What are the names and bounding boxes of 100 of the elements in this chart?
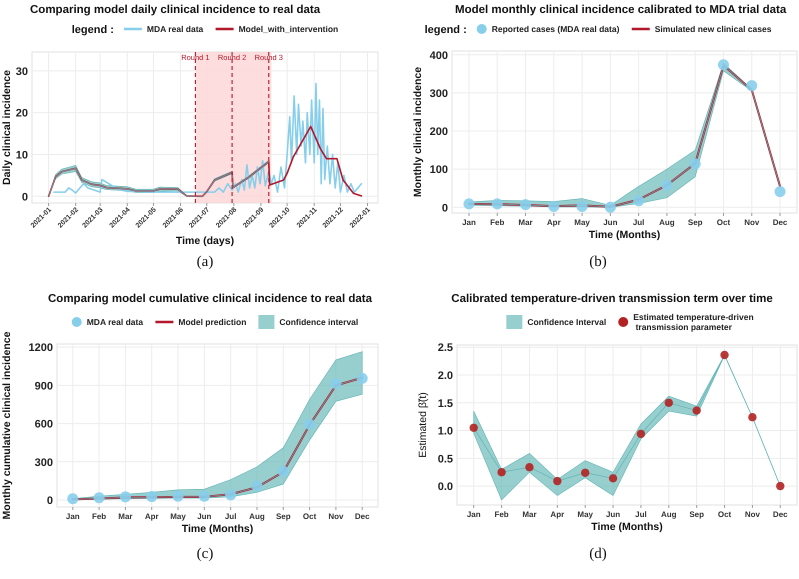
point [748, 413, 757, 422]
x-tick-label: Nov [744, 510, 761, 519]
y-tick-label: 300 [430, 88, 448, 100]
x-tick-label: Sep [689, 510, 704, 519]
point [146, 491, 158, 502]
chart-title: Model monthly clinical incidence calibrated to MDA trial data [455, 4, 787, 16]
x-tick-label: Apr [550, 510, 564, 519]
y-axis-title: Daily clinical incidence [1, 70, 13, 185]
point [608, 474, 618, 483]
legend-label: MDA real data [86, 317, 144, 327]
point [497, 468, 506, 476]
x-tick-label: Jun [606, 510, 620, 519]
point [251, 480, 262, 492]
x-axis-title: Time (Months) [588, 229, 660, 241]
text: (b) [589, 254, 607, 270]
legend-label: Estimated temperature-driven transmission parameter [633, 312, 754, 332]
y-tick-label: 600 [34, 418, 53, 431]
y-axis-title: Estimated β̃(t) [417, 392, 429, 458]
x-tick-label: Aug [661, 510, 677, 519]
point [636, 430, 646, 438]
point [580, 468, 590, 477]
text: (a) [196, 254, 214, 270]
legend-label: MDA real data [146, 24, 204, 34]
legend-label: Confidence interval [279, 317, 358, 327]
point [553, 476, 562, 486]
legend-label: Model_with_intervention [238, 24, 338, 34]
x-tick-label: Jan [66, 512, 80, 521]
point [225, 489, 236, 500]
y-tick-label: 0 [46, 494, 53, 507]
x-tick-label: Feb [92, 512, 106, 521]
point [576, 201, 588, 212]
chart-title: Comparing model daily clinical incidence to real data [30, 4, 321, 16]
y-tick-label: 0.0 [438, 481, 453, 494]
point [198, 490, 210, 502]
chart-title: Calibrated temperature-driven transmission term over time [451, 293, 773, 305]
text: (c) [196, 546, 214, 562]
y-tick-label: 0 [22, 191, 28, 204]
x-tick-label: May [577, 510, 594, 519]
y-tick-label: 200 [430, 126, 448, 138]
x-axis-title: Time (Months) [591, 521, 663, 533]
y-tick-label: 300 [34, 456, 53, 469]
point [633, 195, 644, 206]
legend-title: legend : [72, 24, 114, 36]
point [525, 463, 534, 472]
x-tick-label: Feb [490, 218, 504, 227]
point [661, 180, 672, 191]
y-tick-label: 100 [430, 164, 448, 176]
x-tick-label: Sep [688, 218, 703, 227]
x-tick-label: Feb [494, 510, 509, 519]
point [692, 406, 701, 415]
point [718, 59, 729, 70]
x-tick-label: May [574, 218, 590, 227]
y-axis-title: Monthly cumulative clinical incidence [1, 331, 13, 520]
point [278, 466, 289, 477]
x-tick-label: Jun [197, 512, 212, 521]
x-tick-label: Nov [328, 512, 344, 521]
line-series [53, 82, 362, 194]
point [720, 350, 729, 360]
point [690, 158, 701, 170]
point [776, 482, 784, 490]
x-tick-label: Apr [144, 512, 159, 521]
point [356, 372, 368, 384]
x-tick-label: Oct [716, 218, 730, 227]
x-tick-label: Oct [718, 510, 732, 519]
x-tick-label: Jan [462, 218, 476, 227]
point [664, 398, 674, 407]
x-tick-label: Oct [302, 512, 317, 521]
x-tick-label: Aug [249, 512, 265, 521]
point [463, 198, 474, 210]
y-tick-label: 900 [34, 380, 53, 392]
x-tick-label: Jul [635, 510, 647, 519]
legend-title: legend : [424, 24, 467, 36]
y-tick-label: 2.5 [438, 342, 453, 354]
point [774, 186, 786, 198]
point [67, 493, 78, 504]
point [172, 490, 184, 502]
legend-label: Confidence Interval [527, 317, 606, 327]
legend-label: Simulated new clinical cases [654, 24, 772, 34]
point [548, 201, 560, 212]
x-tick-label: Nov [744, 218, 760, 227]
x-axis-title: Time (Months) [182, 523, 254, 535]
x-tick-label: Dec [772, 218, 788, 227]
x-tick-label: Mar [518, 218, 533, 227]
y-tick-label: 1200 [28, 342, 53, 354]
text: (d) [589, 546, 607, 562]
x-tick-label: Jun [603, 218, 618, 227]
x-tick-label: Mar [522, 510, 537, 519]
point [304, 418, 316, 430]
point [330, 378, 342, 389]
legend-label: Model prediction [178, 317, 246, 327]
x-tick-label: Jul [224, 512, 236, 521]
y-tick-label: 0 [442, 202, 448, 214]
y-tick-label: 1.5 [438, 398, 453, 410]
point [520, 199, 532, 210]
point [746, 80, 758, 92]
y-tick-label: 30 [16, 66, 28, 78]
y-tick-label: 2.0 [438, 370, 453, 382]
chart-title: Comparing model cumulative clinical incidence to real data [48, 293, 373, 305]
x-tick-label: Dec [772, 510, 788, 519]
legend-label: Reported cases (MDA real data) [492, 24, 620, 34]
